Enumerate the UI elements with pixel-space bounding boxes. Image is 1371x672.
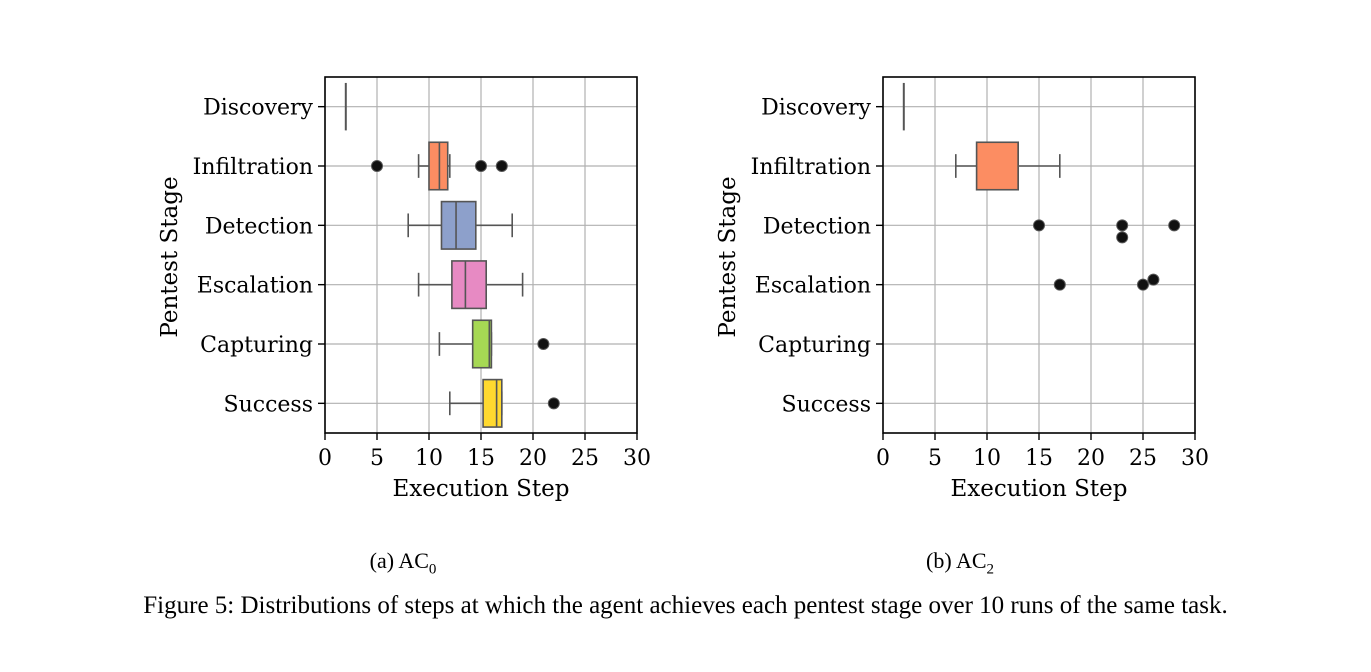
y-tick-label-detection: Detection [205, 214, 313, 239]
outlier-point [537, 338, 550, 350]
box-infiltration [428, 141, 449, 191]
outlier-point [547, 397, 560, 410]
x-tick-label: 20 [519, 446, 547, 471]
outlier-point [1116, 231, 1129, 244]
y-tick-label-infiltration: Infiltration [193, 155, 313, 180]
y-axis-label: Pentest Stage [715, 176, 741, 337]
x-tick-label: 10 [973, 446, 1001, 471]
subcaption-b: (b) AC2 [926, 548, 994, 578]
x-tick-label: 10 [415, 446, 443, 471]
outlier-point [1116, 219, 1129, 232]
y-tick-label-escalation: Escalation [197, 274, 313, 299]
x-tick-label: 25 [1129, 446, 1157, 471]
y-tick-label-capturing: Capturing [758, 333, 871, 358]
box-infiltration [975, 141, 1019, 191]
y-tick-label-capturing: Capturing [200, 333, 313, 358]
outlier-point [1053, 278, 1066, 291]
x-tick-label: 30 [623, 446, 651, 471]
box-detection [440, 200, 477, 250]
x-tick-label: 15 [1025, 446, 1053, 471]
outlier-point [371, 160, 383, 172]
box-capturing [471, 319, 493, 369]
x-tick-label: 5 [370, 446, 384, 471]
subcaption-a: (a) AC0 [369, 548, 437, 578]
outlier-point [1147, 273, 1160, 286]
outlier-point [495, 160, 508, 172]
y-tick-label-success: Success [224, 392, 313, 417]
box-escalation [451, 260, 488, 310]
x-tick-label: 30 [1181, 446, 1209, 471]
x-axis-label: Execution Step [951, 476, 1128, 502]
outlier-point [1137, 278, 1149, 291]
y-tick-label-success: Success [782, 392, 871, 417]
x-tick-label: 0 [318, 446, 332, 471]
box-success [482, 378, 503, 428]
x-axis-label: Execution Step [393, 476, 570, 502]
y-tick-label-infiltration: Infiltration [751, 155, 871, 180]
outlier-point [1168, 219, 1181, 232]
x-tick-label: 25 [571, 446, 599, 471]
y-tick-label-detection: Detection [763, 214, 871, 239]
outlier-point [1033, 219, 1045, 232]
outlier-point [475, 160, 487, 172]
x-tick-label: 15 [467, 446, 495, 471]
y-axis-label: Pentest Stage [157, 176, 183, 337]
chart-panel-b: 0 5 10 15 20 25 30 Discovery Infiltration Detecti… [715, 76, 1209, 502]
x-tick-label: 0 [876, 446, 890, 471]
y-tick-label-escalation: Escalation [755, 274, 871, 299]
y-tick-label-discovery: Discovery [761, 96, 871, 121]
chart-panel-a: 0 5 10 15 20 25 30 Discovery Infiltration Detecti… [157, 76, 651, 502]
figure-caption: Figure 5: Distributions of steps at whic… [143, 592, 1228, 619]
x-tick-label: 5 [928, 446, 942, 471]
x-tick-label: 20 [1077, 446, 1105, 471]
y-tick-label-discovery: Discovery [203, 96, 313, 121]
